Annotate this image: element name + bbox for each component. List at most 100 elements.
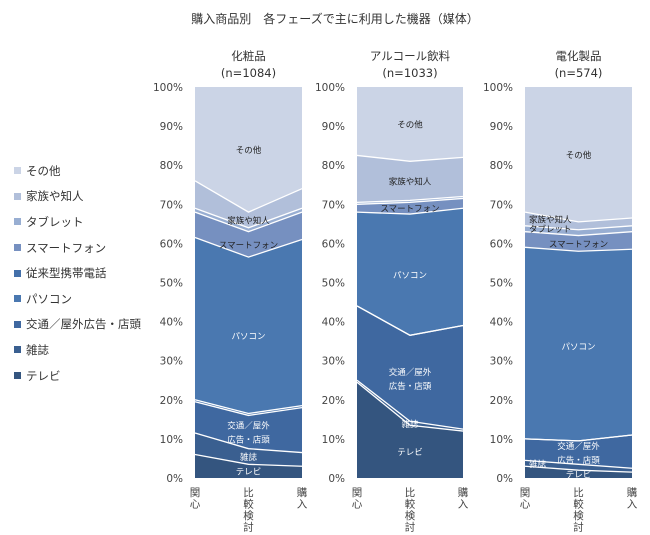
- legend-item: その他: [14, 158, 141, 184]
- area-boundary: [356, 197, 464, 205]
- area-label: パソコン: [561, 343, 595, 353]
- legend-item: 雑誌: [14, 337, 141, 363]
- area-label: 雑誌: [529, 459, 547, 470]
- x-tick-label: 比較検討: [405, 486, 416, 534]
- y-tick-label: 80%: [160, 160, 183, 172]
- legend-item: 交通／屋外広告・店頭: [14, 312, 141, 338]
- area-パソコン: [357, 208, 463, 336]
- legend-label: その他: [26, 163, 61, 178]
- legend-swatch: [14, 167, 21, 175]
- panel-subtitle: (n=574): [555, 66, 603, 80]
- area-label: タブレット: [529, 224, 572, 235]
- legend-item: 家族や知人: [14, 184, 141, 210]
- area-boundary: [356, 305, 464, 336]
- y-tick-label: 30%: [322, 356, 345, 368]
- area-label: その他: [236, 145, 262, 156]
- x-tick-label: 購入: [627, 486, 638, 511]
- area-label: スマートフォン: [549, 240, 608, 250]
- y-tick-label: 50%: [490, 278, 513, 290]
- y-tick-label: 0%: [166, 473, 183, 485]
- area-boundary: [524, 465, 633, 473]
- area-boundary: [356, 379, 464, 430]
- area-boundary: [524, 434, 633, 442]
- area-家族や知人: [357, 155, 463, 203]
- y-tick-label: 10%: [490, 434, 513, 446]
- y-tick-label: 20%: [490, 395, 513, 407]
- y-tick-label: 10%: [160, 434, 183, 446]
- chart-panel: アルコール飲料 (n=1033) 0% 10% 20% 30% 40% 50% 60% 70% 80…: [315, 49, 469, 534]
- area-label: 広告・店頭: [557, 455, 600, 466]
- area-boundary: [194, 236, 303, 258]
- y-tick-label: 0%: [328, 473, 345, 485]
- area-家族や知人: [195, 180, 302, 228]
- y-tick-label: 40%: [322, 317, 345, 329]
- area-テレビ: [357, 382, 463, 478]
- legend-label: 従来型携帯電話: [26, 266, 107, 281]
- area-label: 交通／屋外: [389, 367, 432, 378]
- area-その他: [525, 87, 632, 222]
- area-boundary: [524, 459, 633, 469]
- area-boundary: [524, 211, 633, 223]
- area-label: 交通／屋外: [557, 441, 600, 452]
- y-tick-label: 70%: [322, 199, 345, 211]
- area-label: 雑誌: [401, 419, 419, 430]
- area-boundary: [356, 154, 464, 162]
- area-label: 広告・店頭: [227, 435, 270, 446]
- y-tick-label: 30%: [160, 356, 183, 368]
- y-tick-label: 40%: [490, 317, 513, 329]
- legend-item: パソコン: [14, 286, 141, 312]
- area-交通／屋外広告・店頭: [357, 305, 463, 430]
- area-交通／屋外広告・店頭: [195, 401, 302, 453]
- legend: その他家族や知人タブレット スマートフォン従来型携帯電話 パソコン交通／屋外広告・店…: [14, 158, 141, 388]
- y-tick-label: 70%: [490, 199, 513, 211]
- legend-swatch: [14, 372, 21, 380]
- legend-swatch: [14, 244, 21, 252]
- area-label: スマートフォン: [219, 241, 278, 251]
- y-tick-label: 60%: [490, 238, 513, 250]
- y-tick-label: 0%: [496, 473, 513, 485]
- area-テレビ: [525, 466, 632, 478]
- legend-swatch: [14, 346, 21, 354]
- legend-label: パソコン: [26, 291, 72, 306]
- area-label: 家族や知人: [227, 215, 270, 226]
- chart-panel: 電化製品 (n=574) 0% 10% 20% 30% 40% 50% 60% 70% 80% 90%…: [483, 49, 638, 534]
- area-boundary: [194, 401, 303, 417]
- x-tick-label: 比較検討: [573, 486, 584, 534]
- y-tick-label: 100%: [153, 82, 183, 94]
- area-boundary: [194, 399, 303, 415]
- legend-label: テレビ: [26, 368, 61, 383]
- area-boundary: [356, 195, 464, 203]
- legend-item: タブレット: [14, 209, 141, 235]
- y-tick-label: 10%: [322, 434, 345, 446]
- area-boundary: [524, 225, 633, 231]
- y-tick-label: 30%: [490, 356, 513, 368]
- legend-label: 家族や知人: [26, 189, 84, 204]
- panel-title: アルコール飲料: [370, 49, 451, 63]
- area-テレビ: [195, 454, 302, 478]
- legend-swatch: [14, 218, 21, 226]
- area-その他: [195, 87, 302, 213]
- area-boundary: [194, 453, 303, 467]
- y-tick-label: 20%: [160, 395, 183, 407]
- legend-item: スマートフォン: [14, 235, 141, 261]
- x-tick-label: 購入: [458, 486, 469, 511]
- area-label: テレビ: [236, 468, 262, 478]
- area-スマートフォン: [195, 212, 302, 258]
- area-label: 雑誌: [240, 452, 258, 463]
- area-label: 広告・店頭: [389, 381, 432, 392]
- y-tick-label: 50%: [160, 278, 183, 290]
- y-tick-label: 60%: [160, 238, 183, 250]
- area-家族や知人: [525, 212, 632, 230]
- legend-swatch: [14, 320, 21, 328]
- area-label: 家族や知人: [529, 214, 572, 225]
- area-パソコン: [195, 237, 302, 414]
- x-tick-label: 購入: [297, 486, 308, 511]
- panel-title: 化粧品: [231, 49, 266, 63]
- y-tick-label: 90%: [322, 121, 345, 133]
- panel-title: 電化製品: [556, 49, 602, 63]
- area-boundary: [524, 246, 633, 252]
- area-boundary: [194, 180, 303, 213]
- area-雑誌: [525, 460, 632, 473]
- area-label: テレビ: [566, 471, 592, 481]
